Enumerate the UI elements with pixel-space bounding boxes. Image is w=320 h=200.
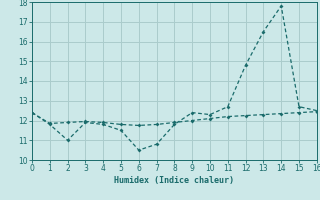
X-axis label: Humidex (Indice chaleur): Humidex (Indice chaleur)	[115, 176, 234, 185]
